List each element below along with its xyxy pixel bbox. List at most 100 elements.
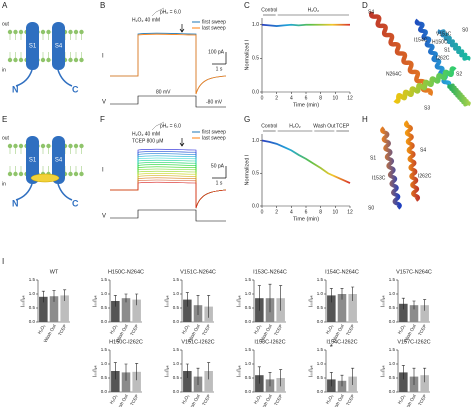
trace [110, 155, 227, 209]
arrow [179, 24, 185, 33]
lipid [68, 143, 73, 149]
y-axis-label: Iₛₛ/Iₚₖ [236, 365, 242, 377]
y-tick-label: 0.0 [389, 389, 396, 394]
label: I [102, 168, 104, 174]
lipid [40, 57, 46, 63]
x-tick-label: H₂O₂ [109, 393, 119, 405]
lipid [73, 171, 79, 177]
y-tick-label: 1.0 [317, 291, 324, 296]
x-axis-label: Time (min) [293, 102, 319, 108]
subplot-title: I154C-N264C [325, 269, 359, 275]
y-tick-label: 1.0 [173, 291, 180, 296]
y-axis-label: Iₛₛ/Iₚₖ [20, 295, 26, 307]
y-tick-label: 1.5 [317, 277, 324, 282]
lipid [46, 29, 51, 35]
trace [110, 166, 227, 209]
residue-label: I153C [372, 175, 386, 181]
error-bar [41, 290, 45, 303]
y-tick-label: 0.5 [317, 375, 324, 380]
y-tick-label: 1.0 [101, 361, 108, 366]
y-axis-label: Iₛₛ/Iₚₖ [92, 295, 98, 307]
lipid [40, 29, 46, 35]
helix [380, 126, 402, 210]
panel-label: B [100, 1, 105, 10]
y-axis-label: Iₛₛ/Iₚₖ [164, 295, 170, 307]
bar [337, 294, 347, 322]
c-terminus [57, 69, 73, 87]
lipid [79, 171, 84, 177]
y-tick-label: 0.5 [245, 305, 252, 310]
y-axis-label: Iₛₛ/Iₚₖ [236, 295, 242, 307]
trace [110, 32, 227, 95]
panel-label: E [2, 115, 7, 124]
label: C [72, 84, 79, 94]
label: 100 pA [208, 49, 225, 55]
label: S1 [29, 158, 37, 164]
y-tick-label: 1.0 [317, 361, 324, 366]
y-tick-label: 1.5 [389, 347, 396, 352]
panel-label: H [362, 115, 368, 124]
x-tick-label: Wash Out [403, 393, 418, 407]
x-tick-label: 10 [333, 95, 339, 101]
label: N [12, 198, 19, 208]
y-axis-label: Normalized I [244, 39, 250, 70]
lipid [18, 29, 24, 35]
y-tick-label: 0.5 [29, 305, 36, 310]
error-bar [279, 369, 283, 387]
n-terminus [15, 69, 33, 87]
error-bar [185, 292, 189, 307]
helix [437, 29, 471, 61]
x-tick-label: 8 [319, 95, 322, 101]
bar [132, 371, 141, 392]
arrow [179, 138, 185, 147]
residue-label: I154C [414, 37, 428, 43]
label: -80 mV [206, 99, 223, 105]
y-tick-label: 1.0 [245, 361, 252, 366]
residue-label: V151C [436, 31, 452, 37]
x-tick-label: 12 [347, 95, 353, 101]
trace [110, 157, 227, 209]
disulfide [30, 173, 60, 183]
helix [447, 83, 471, 107]
y-tick-label: 1.5 [29, 277, 36, 282]
y-tick-label: 1.5 [173, 347, 180, 352]
error-bar [340, 288, 344, 300]
x-tick-label: 8 [319, 209, 322, 215]
bar [327, 295, 336, 322]
y-tick-label: 0.0 [389, 319, 396, 324]
condition-label: H₂O₂ [289, 123, 300, 129]
label: S4 [55, 158, 63, 164]
x-tick-label: 6 [305, 209, 308, 215]
subplot-title: H150C-I262C [109, 339, 143, 345]
trace [110, 173, 227, 209]
error-bar [124, 363, 128, 381]
error-bar [113, 295, 117, 307]
x-tick-label: H₂O₂ [397, 393, 407, 405]
label: V [102, 100, 106, 106]
y-tick-label: 0.0 [173, 389, 180, 394]
x-tick-label: 2 [275, 209, 278, 215]
y-tick-label: 0.5 [317, 305, 324, 310]
lipid [46, 57, 51, 63]
error-bar [185, 363, 189, 378]
residue-label: S3 [424, 105, 430, 111]
y-tick-label: 1.0 [389, 361, 396, 366]
x-tick-label: TCEP [417, 394, 427, 407]
residue-label: S0 [368, 205, 374, 211]
y-tick-label: 0.0 [29, 319, 36, 324]
x-tick-label: Wash Out [259, 393, 274, 407]
lipid [79, 143, 84, 149]
label: I [102, 54, 104, 60]
y-tick-label: 0.0 [101, 319, 108, 324]
trace [110, 170, 227, 209]
bar [121, 298, 131, 322]
x-tick-label: TCEP [417, 324, 427, 337]
y-tick-label: 1.5 [245, 277, 252, 282]
x-axis-label: Time (min) [293, 216, 319, 222]
y-tick-label: 1.5 [173, 277, 180, 282]
helix-s1 [26, 136, 39, 184]
bar [399, 372, 408, 392]
label: V [102, 214, 106, 220]
panel-label: A [2, 1, 8, 10]
panel-label: D [362, 1, 368, 10]
